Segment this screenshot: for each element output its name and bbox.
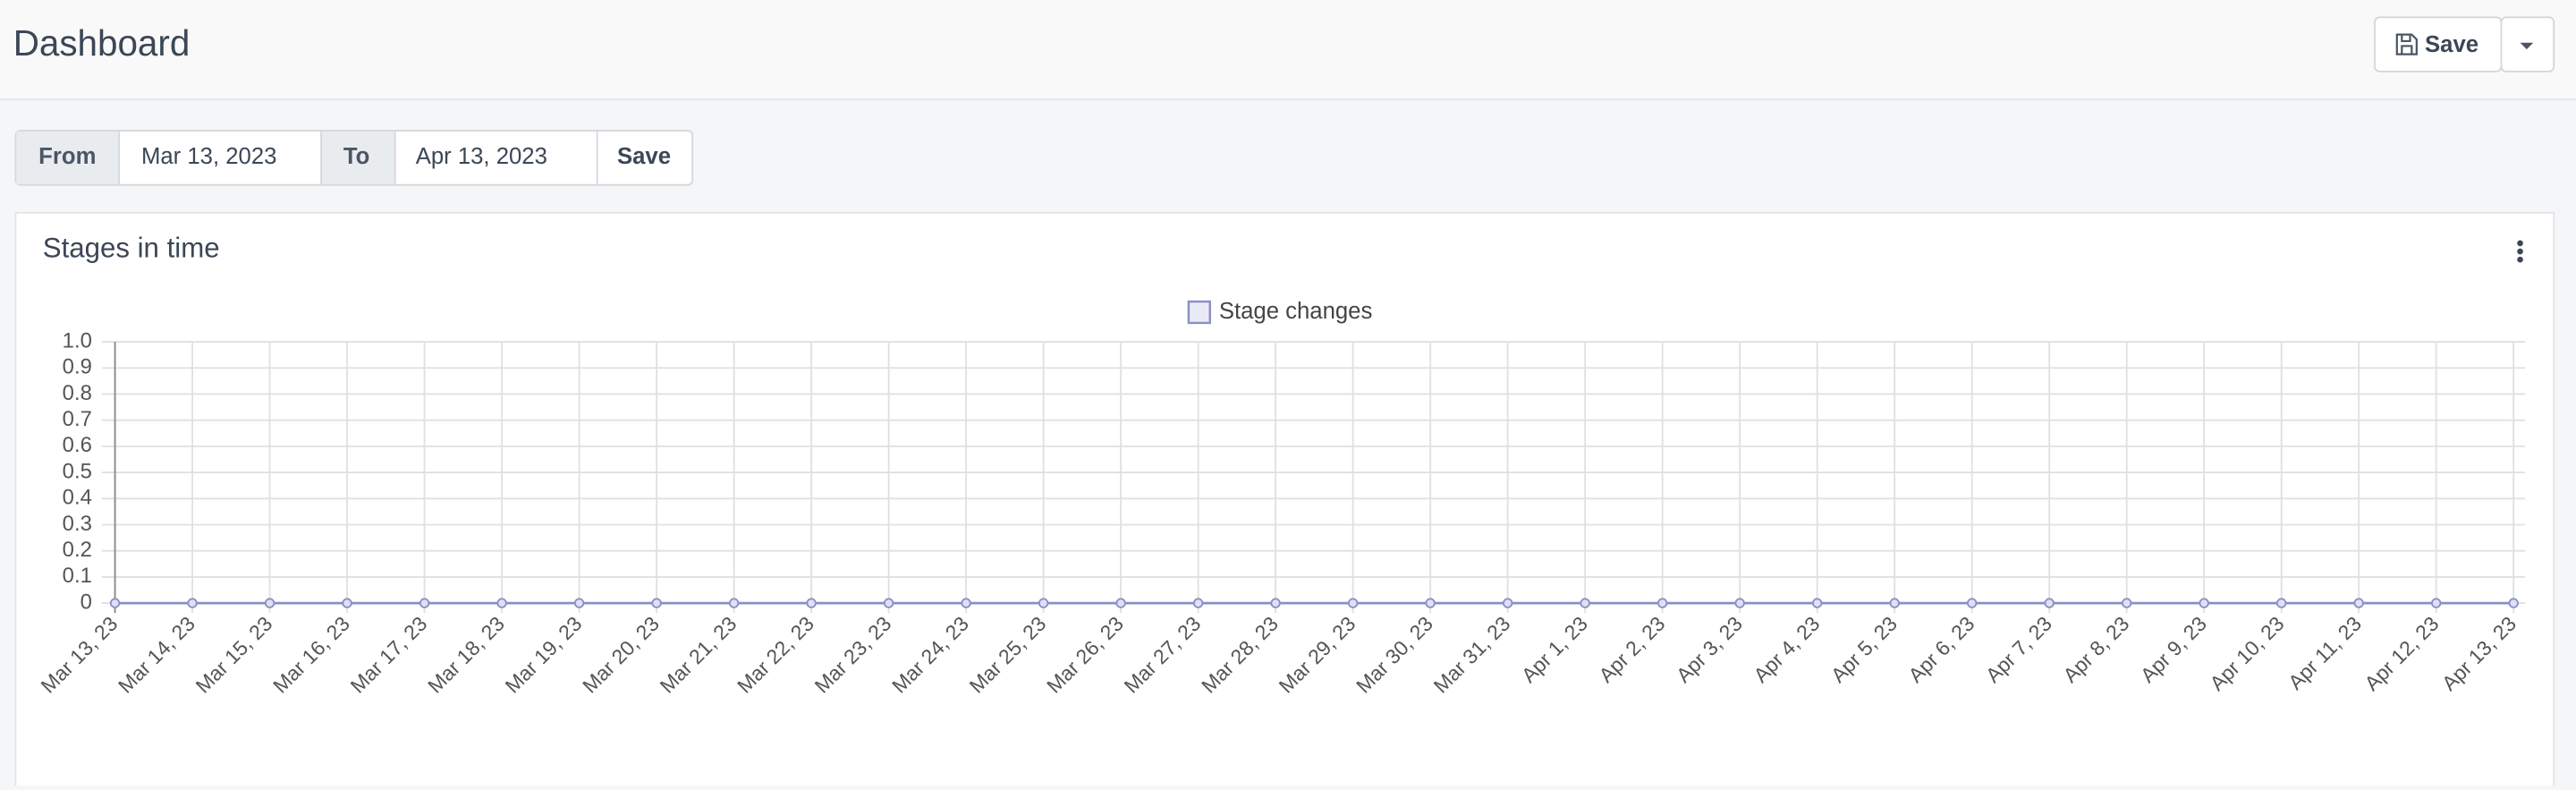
date-filter: From Mar 13, 2023 To Apr 13, 2023 Save <box>14 130 694 186</box>
data-point <box>573 598 585 608</box>
y-tick-label: 0.1 <box>63 564 92 588</box>
data-point <box>187 598 198 608</box>
y-tick-label: 0.6 <box>63 433 92 457</box>
chart-panel <box>14 211 2555 790</box>
data-point <box>496 598 507 608</box>
data-point <box>2199 598 2209 608</box>
from-input[interactable]: Mar 13, 2023 <box>141 144 276 169</box>
data-point <box>1192 598 1204 608</box>
filter-save[interactable]: Save <box>617 144 671 169</box>
y-tick-label: 0.7 <box>63 407 92 431</box>
data-point <box>342 598 352 608</box>
save-button[interactable]: Save <box>2374 16 2503 72</box>
legend-label: Stage changes <box>1219 299 1373 324</box>
menu-dot[interactable] <box>2517 240 2523 247</box>
data-point <box>264 598 275 608</box>
data-point <box>1270 598 1281 608</box>
data-point <box>1115 598 1126 608</box>
data-point <box>1347 598 1359 608</box>
to-addon <box>320 131 394 184</box>
y-tick-label: 0.9 <box>63 355 92 379</box>
from-label: From <box>38 144 96 169</box>
data-point <box>2508 598 2519 608</box>
data-point <box>419 598 430 608</box>
data-point <box>2353 598 2364 608</box>
menu-dot[interactable] <box>2517 248 2523 255</box>
page-title: Dashboard <box>13 22 191 64</box>
save-icon <box>2395 33 2418 55</box>
data-point <box>1966 598 1978 608</box>
data-point <box>1811 598 1823 608</box>
data-point <box>109 598 121 608</box>
y-tick-label: 0.5 <box>63 459 92 483</box>
data-point <box>651 598 662 608</box>
data-point <box>1425 598 1436 608</box>
y-tick-label: 0.4 <box>63 486 92 510</box>
data-point <box>2121 598 2132 608</box>
data-point <box>1889 598 1900 608</box>
data-point <box>1502 598 1513 608</box>
save-label[interactable]: Save <box>2425 32 2479 57</box>
legend-swatch <box>1187 300 1211 325</box>
data-point <box>1734 598 1745 608</box>
data-point <box>2431 598 2442 608</box>
data-point <box>1580 598 1590 608</box>
data-point <box>806 598 817 608</box>
header-bar <box>0 0 2576 99</box>
panel-menu[interactable] <box>2517 240 2523 263</box>
y-tick-label: 1.0 <box>63 328 92 353</box>
to-label: To <box>343 144 370 169</box>
menu-dot[interactable] <box>2517 256 2523 263</box>
y-tick-label: 0.3 <box>63 512 92 536</box>
data-point <box>728 598 740 608</box>
y-tick-label: 0.2 <box>63 538 92 562</box>
y-tick-label: 0 <box>80 590 92 614</box>
dropdown-caret <box>2520 42 2534 50</box>
data-point <box>1657 598 1668 608</box>
from-addon <box>16 131 119 184</box>
data-point <box>2044 598 2055 608</box>
to-input[interactable]: Apr 13, 2023 <box>416 144 547 169</box>
data-point <box>2275 598 2287 608</box>
data-point <box>1038 598 1049 608</box>
data-point <box>883 598 894 608</box>
chart-title: Stages in time <box>43 232 220 263</box>
data-point <box>961 598 971 608</box>
y-tick-label: 0.8 <box>63 381 92 405</box>
